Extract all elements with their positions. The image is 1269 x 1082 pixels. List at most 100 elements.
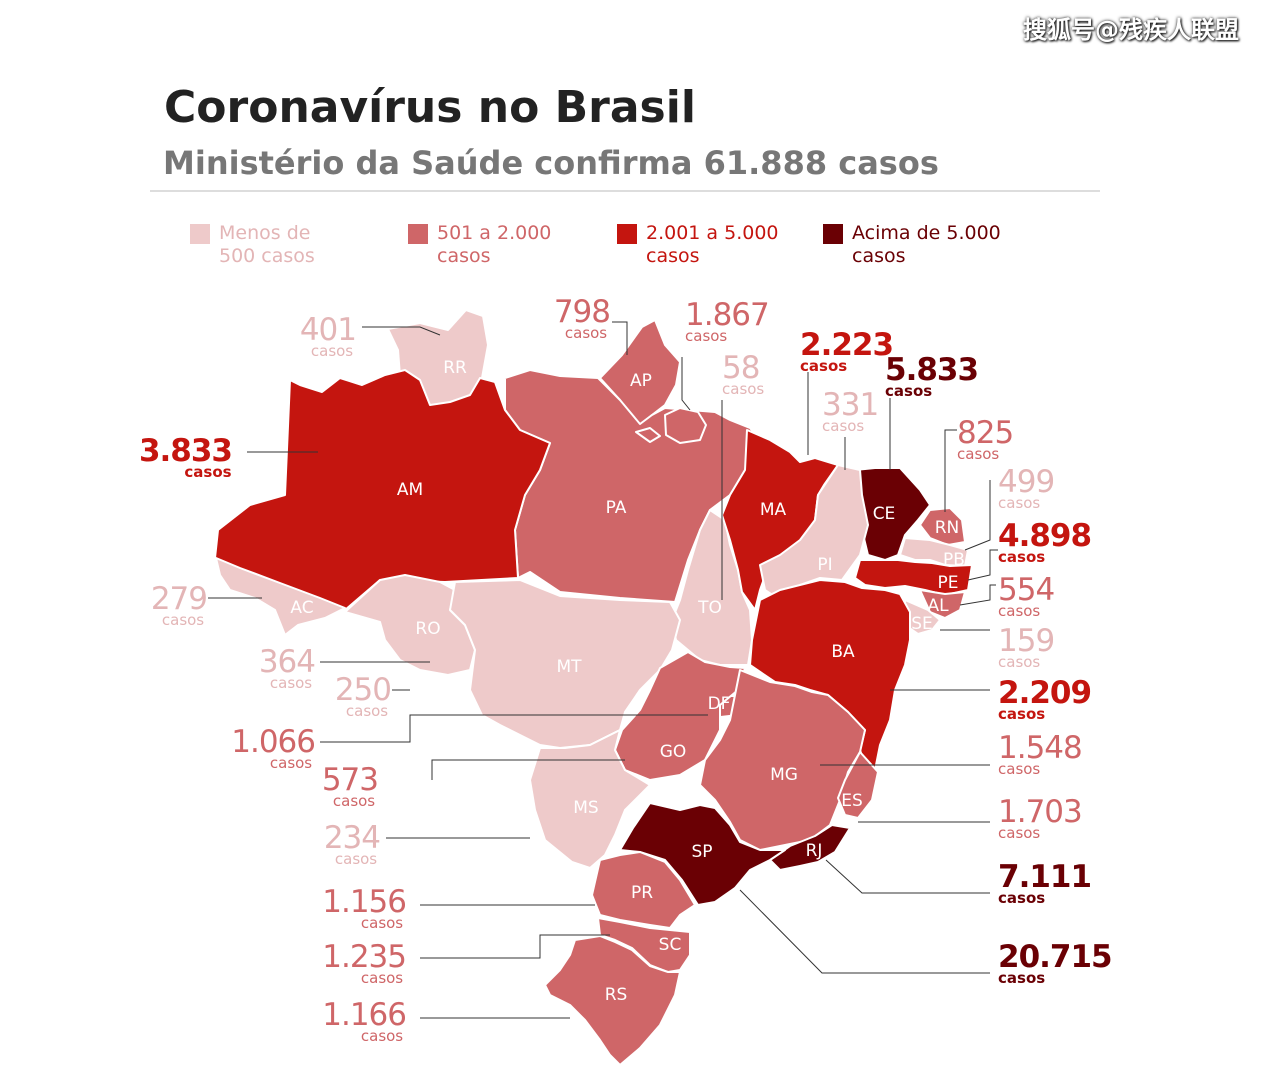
state-label-pr: PR: [631, 883, 653, 903]
legend-item-very-high: Acima de 5.000 casos: [823, 222, 1001, 268]
leader-line-rr: [362, 326, 441, 336]
state-label-mt: MT: [556, 657, 582, 677]
state-pr-shape: [591, 851, 696, 929]
case-count-pe: 4.898: [998, 518, 1091, 554]
case-unit-pi: casos: [822, 417, 864, 435]
leader-line-df: [320, 714, 708, 743]
state-label-ac: AC: [290, 598, 313, 618]
state-es-shape: [837, 751, 879, 819]
state-label-sp: SP: [691, 842, 712, 862]
case-unit-ba: casos: [998, 705, 1045, 723]
legend-item-low: Menos de 500 casos: [190, 222, 315, 268]
case-count-rs: 1.166: [322, 997, 406, 1033]
case-count-to: 58: [722, 350, 759, 386]
state-label-ma: MA: [760, 500, 787, 520]
leader-line-pe: [967, 549, 998, 581]
case-count-pb: 499: [998, 464, 1054, 500]
state-label-rn: RN: [935, 518, 960, 538]
state-label-sc: SC: [659, 935, 682, 955]
state-ms-shape: [529, 729, 651, 869]
case-count-al: 554: [998, 572, 1054, 608]
state-label-se: SE: [911, 614, 933, 634]
leader-line-ap: [612, 321, 628, 355]
island-shape: [635, 427, 661, 443]
case-count-ro: 364: [259, 644, 315, 680]
case-count-se: 159: [998, 623, 1054, 659]
case-unit-rr: casos: [311, 342, 353, 360]
case-count-es: 1.703: [998, 794, 1082, 830]
legend-swatch-very-high: [823, 224, 843, 244]
case-count-pi: 331: [822, 387, 878, 423]
state-label-pe: PE: [938, 573, 959, 593]
state-label-pa: PA: [606, 498, 627, 518]
case-unit-sc: casos: [361, 969, 403, 987]
case-unit-pa: casos: [685, 327, 727, 345]
case-count-mg: 1.548: [998, 730, 1082, 766]
state-label-mg: MG: [770, 765, 798, 785]
case-unit-pb: casos: [998, 494, 1040, 512]
leader-line-sp: [739, 889, 990, 974]
case-count-pa: 1.867: [685, 297, 769, 333]
legend-label-medium: 501 a 2.000 casos: [437, 222, 552, 267]
case-unit-to: casos: [722, 380, 764, 398]
state-shapes: [214, 309, 973, 1066]
case-unit-sp: casos: [998, 969, 1045, 987]
state-label-es: ES: [841, 791, 863, 811]
chart-subtitle: Ministério da Saúde confirma 61.888 caso…: [163, 144, 939, 182]
case-count-ac: 279: [151, 581, 207, 617]
leader-lines: [208, 321, 998, 1019]
state-label-al: AL: [927, 596, 949, 616]
state-label-ce: CE: [873, 504, 896, 524]
leader-line-sc: [420, 934, 610, 959]
state-rj-shape: [769, 824, 851, 871]
state-label-ap: AP: [630, 371, 652, 391]
case-unit-ap: casos: [565, 324, 607, 342]
case-unit-ac: casos: [162, 611, 204, 629]
legend-item-high: 2.001 a 5.000 casos: [617, 222, 779, 268]
legend-swatch-high: [617, 224, 637, 244]
leader-line-go: [431, 759, 625, 780]
legend-swatch-medium: [408, 224, 428, 244]
state-label-df: DF: [708, 694, 731, 714]
case-count-rn: 825: [957, 415, 1013, 451]
case-unit-al: casos: [998, 602, 1040, 620]
case-count-rr: 401: [300, 312, 356, 348]
case-unit-mg: casos: [998, 760, 1040, 778]
case-count-go: 573: [322, 762, 378, 798]
case-unit-go: casos: [333, 792, 375, 810]
case-count-mt: 250: [335, 672, 391, 708]
state-label-rr: RR: [443, 358, 467, 378]
case-count-df: 1.066: [231, 724, 315, 760]
case-unit-ro: casos: [270, 674, 312, 692]
case-count-pr: 1.156: [322, 884, 406, 920]
leader-line-rn: [944, 429, 957, 512]
state-ac-shape: [215, 557, 346, 636]
leader-line-pa: [681, 357, 691, 411]
legend-label-very-high: Acima de 5.000 casos: [852, 222, 1001, 267]
state-label-ba: BA: [831, 642, 855, 662]
case-count-sp: 20.715: [998, 939, 1112, 975]
state-pe-shape: [854, 559, 973, 596]
leader-line-al: [959, 584, 996, 606]
case-unit-rn: casos: [957, 445, 999, 463]
case-count-sc: 1.235: [322, 939, 406, 975]
legend-item-medium: 501 a 2.000 casos: [408, 222, 551, 268]
state-label-rj: RJ: [806, 841, 823, 861]
watermark: 搜狐号@残疾人联盟: [1023, 16, 1239, 44]
state-label-ms: MS: [573, 798, 598, 818]
state-sc-shape: [597, 917, 691, 973]
legend-swatch-low: [190, 224, 210, 244]
case-count-ba: 2.209: [998, 675, 1091, 711]
case-unit-mt: casos: [346, 702, 388, 720]
case-unit-es: casos: [998, 824, 1040, 842]
case-unit-df: casos: [270, 754, 312, 772]
marajo-island-shape: [664, 407, 707, 444]
state-am-shape: [214, 369, 551, 611]
case-unit-pe: casos: [998, 548, 1045, 566]
case-count-am: 3.833: [139, 433, 232, 469]
chart-title: Coronavírus no Brasil: [164, 82, 696, 133]
case-count-ce: 5.833: [885, 352, 978, 388]
